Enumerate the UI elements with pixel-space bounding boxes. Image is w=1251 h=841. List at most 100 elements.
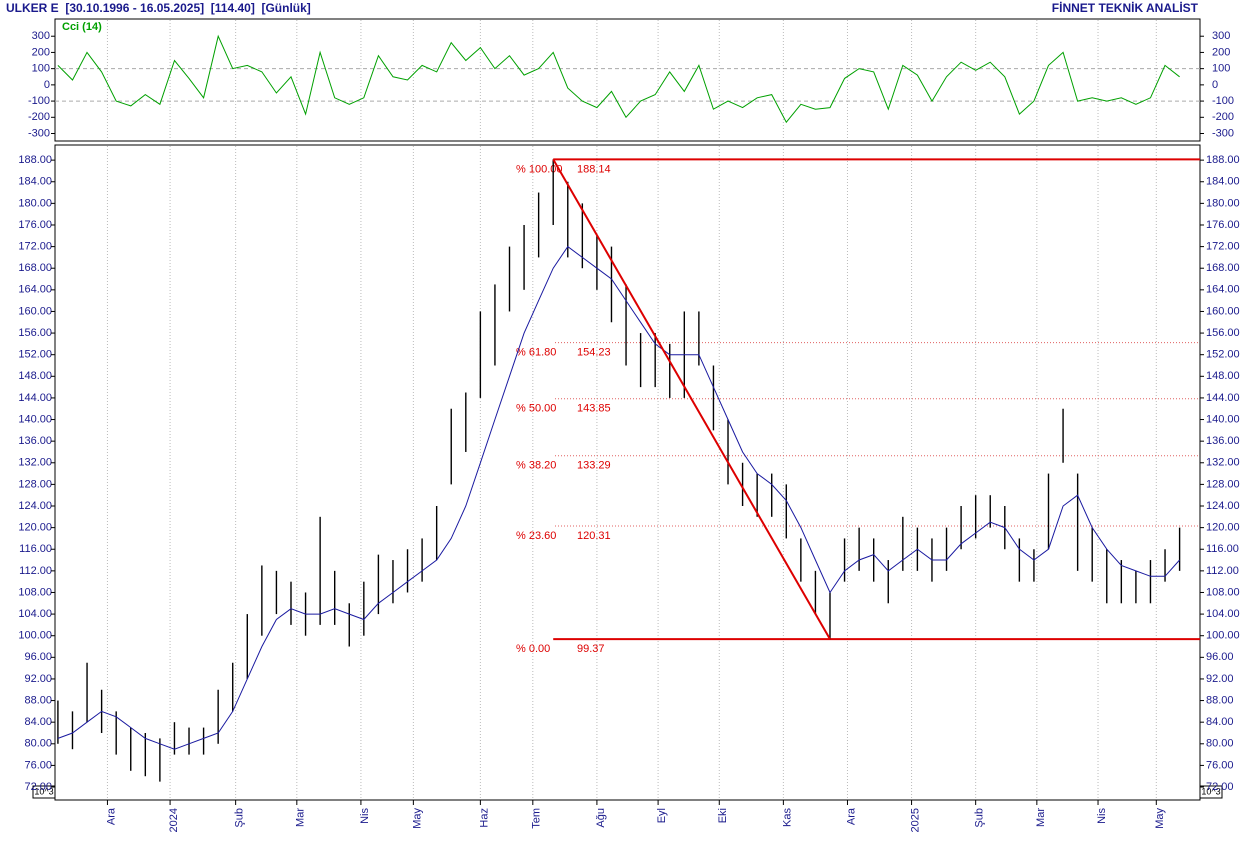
x-tick-label: 2025 (909, 808, 921, 832)
y-tick-label: 180.00 (1206, 197, 1240, 209)
fib-pct: % 100.00 (516, 163, 562, 175)
fib-pct: % 61.80 (516, 347, 556, 359)
y-tick-label: 80.00 (1206, 738, 1234, 750)
y-tick-label: 164.00 (1206, 284, 1240, 296)
moving-average (57, 245, 1180, 750)
y-tick-label: 148.00 (1206, 370, 1240, 382)
y-tick-label: 92.00 (1206, 673, 1234, 685)
y-tick-label: 84.00 (24, 716, 52, 728)
y-tick-label: 112.00 (1206, 565, 1239, 577)
x-tick-label: May (1154, 808, 1166, 829)
fib-value: 188.14 (577, 163, 611, 175)
x-tick-label: Mar (295, 808, 307, 827)
fib-value: 120.31 (577, 530, 611, 542)
y-tick-label: -100 (1212, 95, 1234, 107)
fib-value: 133.29 (577, 460, 611, 472)
y-tick-label: 104.00 (1206, 608, 1240, 620)
y-tick-label: -200 (1212, 111, 1234, 123)
y-tick-label: 112.00 (19, 565, 52, 577)
y-tick-label: 104.00 (18, 608, 52, 620)
y-tick-label: 96.00 (1206, 651, 1234, 663)
fib-pct: % 0.00 (516, 643, 550, 655)
y-tick-label: 156.00 (1206, 327, 1240, 339)
y-tick-label: 136.00 (1206, 435, 1240, 447)
fib-pct: % 50.00 (516, 403, 556, 415)
y-tick-label: 144.00 (1206, 392, 1240, 404)
y-tick-label: 136.00 (18, 435, 52, 447)
x-tick-label: May (411, 808, 423, 829)
y-tick-label: 188.00 (18, 154, 52, 166)
y-tick-label: 148.00 (18, 370, 52, 382)
fib-pct: % 38.20 (516, 460, 556, 472)
y-tick-label: 156.00 (18, 327, 52, 339)
y-tick-label: 120.00 (18, 522, 52, 534)
y-tick-label: 176.00 (18, 219, 52, 231)
y-tick-label: -100 (28, 95, 50, 107)
y-tick-label: 76.00 (1206, 759, 1234, 771)
x-tick-label: Eyl (656, 808, 668, 823)
y-tick-label: 108.00 (1206, 586, 1240, 598)
x-tick-label: Şub (974, 808, 986, 828)
y-tick-label: 172.00 (1206, 241, 1240, 253)
y-tick-label: 88.00 (24, 694, 52, 706)
x-tick-label: 2024 (168, 808, 180, 832)
y-tick-label: 108.00 (18, 586, 52, 598)
y-tick-label: 88.00 (1206, 694, 1234, 706)
y-tick-label: 132.00 (18, 457, 52, 469)
y-tick-label: 184.00 (1206, 176, 1240, 188)
y-tick-label: 116.00 (19, 543, 52, 555)
y-tick-label: 96.00 (24, 651, 52, 663)
trend-line (552, 158, 831, 640)
y-tick-label: 92.00 (24, 673, 52, 685)
y-tick-label: 168.00 (18, 262, 52, 274)
cci-panel (54, 18, 1201, 142)
x-tick-label: Ara (845, 807, 857, 825)
y-tick-label: 200 (1212, 46, 1230, 58)
price-panel (54, 144, 1201, 801)
x-tick-label: Ara (105, 807, 117, 825)
y-tick-label: 128.00 (18, 478, 52, 490)
y-tick-label: 100.00 (1206, 630, 1240, 642)
x-tick-label: Tem (531, 808, 543, 829)
y-tick-label: 72.00 (1206, 781, 1234, 793)
x-tick-label: Eki (717, 808, 729, 823)
y-tick-label: 300 (32, 30, 50, 42)
y-tick-label: 140.00 (1206, 413, 1240, 425)
y-tick-label: 0 (44, 79, 50, 91)
cci-line (57, 34, 1180, 124)
y-tick-label: 80.00 (24, 738, 52, 750)
y-tick-label: 0 (1212, 79, 1218, 91)
scale-note: 10^3 (1201, 786, 1220, 796)
y-tick-label: 140.00 (18, 413, 52, 425)
y-tick-label: 180.00 (18, 197, 52, 209)
fib-value: 154.23 (577, 347, 611, 359)
y-tick-label: 184.00 (18, 176, 52, 188)
y-tick-label: 172.00 (18, 241, 52, 253)
y-tick-label: -300 (1212, 127, 1234, 139)
y-tick-label: 176.00 (1206, 219, 1240, 231)
header-brand: FİNNET TEKNİK ANALİST (1052, 0, 1199, 15)
cci-title: Cci (14) (62, 21, 102, 33)
y-tick-label: 152.00 (18, 349, 52, 361)
x-tick-label: Ağu (595, 808, 607, 828)
x-tick-label: Nis (359, 808, 371, 824)
y-tick-label: 100.00 (18, 630, 52, 642)
x-tick-label: Haz (478, 808, 490, 828)
y-tick-label: 160.00 (1206, 305, 1240, 317)
y-tick-label: 120.00 (1206, 522, 1240, 534)
y-tick-label: 132.00 (1206, 457, 1240, 469)
x-tick-label: Mar (1035, 808, 1047, 827)
y-tick-label: 100 (1212, 63, 1230, 75)
y-tick-label: 128.00 (1206, 478, 1240, 490)
y-tick-label: 168.00 (1206, 262, 1240, 274)
y-tick-label: 200 (32, 46, 50, 58)
x-tick-label: Kas (781, 808, 793, 827)
x-tick-label: Şub (234, 808, 246, 828)
scale-box (1199, 785, 1223, 799)
y-tick-label: 72.00 (24, 781, 52, 793)
y-tick-label: -300 (28, 127, 50, 139)
fib-value: 99.37 (577, 643, 605, 655)
y-tick-label: 144.00 (18, 392, 52, 404)
